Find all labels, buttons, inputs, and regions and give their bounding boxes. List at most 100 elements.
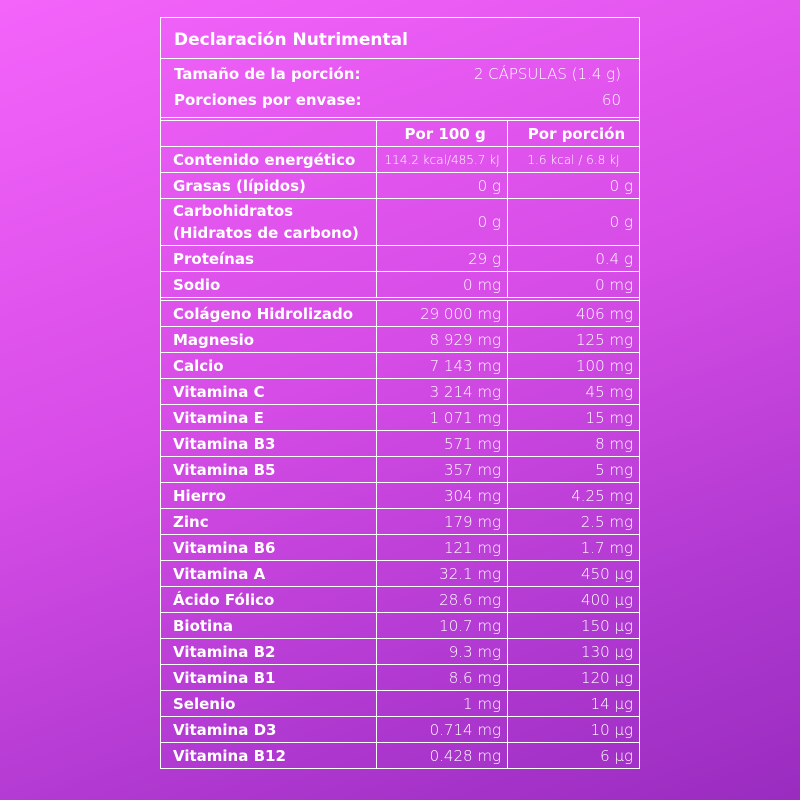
nutrient-row: Vitamina B12 0.428 mg 6 µg bbox=[161, 742, 639, 768]
nutrient-name: Contenido energético bbox=[161, 146, 378, 173]
nutrient-row: Vitamina B5 357 mg 5 mg bbox=[161, 456, 639, 483]
header-cell bbox=[161, 121, 378, 147]
nutrient-value: 120 µg bbox=[506, 664, 639, 691]
nutrient-name: Carbohidratos (Hidratos de carbono) bbox=[161, 198, 378, 246]
nutrient-value: 29 000 mg bbox=[376, 297, 508, 327]
nutrient-name: Vitamina B3 bbox=[161, 430, 378, 457]
nutrient-value: 0.428 mg bbox=[376, 742, 508, 768]
nutrient-value: 7 143 mg bbox=[376, 352, 508, 379]
nutrient-value: 1.7 mg bbox=[506, 534, 639, 561]
nutrient-row: Proteínas 29 g 0.4 g bbox=[161, 245, 639, 272]
nutrient-value: 1.6 kcal / 6.8 kJ bbox=[506, 146, 639, 173]
servings-value: 60 bbox=[601, 91, 621, 109]
nutrient-name: Vitamina E bbox=[161, 404, 378, 431]
nutrient-name: Selenio bbox=[161, 690, 378, 717]
nutrient-value: 0 mg bbox=[506, 271, 639, 300]
nutrient-name: Calcio bbox=[161, 352, 378, 379]
nutrient-row: Vitamina B3 571 mg 8 mg bbox=[161, 430, 639, 457]
nutrient-value: 32.1 mg bbox=[376, 560, 508, 587]
nutrient-value: 10.7 mg bbox=[376, 612, 508, 639]
nutrient-value: 304 mg bbox=[376, 482, 508, 509]
nutrient-value: 0 g bbox=[506, 172, 639, 199]
nutrient-value: 8 929 mg bbox=[376, 326, 508, 353]
column-header: Por 100 g bbox=[376, 121, 508, 147]
nutrient-name: Grasas (lípidos) bbox=[161, 172, 378, 199]
serving-label: Tamaño de la porción: bbox=[174, 65, 361, 83]
serving-row: Tamaño de la porción: 2 CÁPSULAS (1.4 g) bbox=[161, 61, 639, 87]
nutrient-name: Vitamina C bbox=[161, 378, 378, 405]
nutrient-row: Zinc 179 mg 2.5 mg bbox=[161, 508, 639, 535]
nutrient-name: Colágeno Hidrolizado bbox=[161, 297, 378, 327]
nutrient-value: 150 µg bbox=[506, 612, 639, 639]
nutrient-value: 1 071 mg bbox=[376, 404, 508, 431]
nutrient-value: 114.2 kcal/485.7 kJ bbox=[376, 146, 508, 173]
nutrient-row: Vitamina B1 8.6 mg 120 µg bbox=[161, 664, 639, 691]
nutrient-row: Sodio 0 mg 0 mg bbox=[161, 271, 639, 300]
nutrient-row: Vitamina B2 9.3 mg 130 µg bbox=[161, 638, 639, 665]
nutrient-value: 45 mg bbox=[506, 378, 639, 405]
nutrient-value: 125 mg bbox=[506, 326, 639, 353]
nutrient-value: 121 mg bbox=[376, 534, 508, 561]
nutrient-name: Vitamina B12 bbox=[161, 742, 378, 768]
nutrient-value: 3 214 mg bbox=[376, 378, 508, 405]
nutrient-value: 14 µg bbox=[506, 690, 639, 717]
nutrient-value: 0 g bbox=[376, 172, 508, 199]
nutrient-value: 9.3 mg bbox=[376, 638, 508, 665]
serving-value: 2 CÁPSULAS (1.4 g) bbox=[473, 65, 621, 83]
header-row: Por 100 g Por porción bbox=[161, 121, 639, 147]
nutrient-name: Vitamina A bbox=[161, 560, 378, 587]
nutrient-value: 4.25 mg bbox=[506, 482, 639, 509]
nutrient-value: 8 mg bbox=[506, 430, 639, 457]
nutrient-name: Zinc bbox=[161, 508, 378, 535]
nutrient-value: 450 µg bbox=[506, 560, 639, 587]
nutrient-row: Vitamina B6 121 mg 1.7 mg bbox=[161, 534, 639, 561]
nutrient-value: 6 µg bbox=[506, 742, 639, 768]
panel-title: Declaración Nutrimental bbox=[161, 18, 639, 59]
nutrient-value: 1 mg bbox=[376, 690, 508, 717]
nutrient-name: Proteínas bbox=[161, 245, 378, 272]
servings-label: Porciones por envase: bbox=[174, 91, 362, 109]
nutrition-panel: Declaración Nutrimental Tamaño de la por… bbox=[160, 17, 640, 769]
nutrient-name: Hierro bbox=[161, 482, 378, 509]
nutrient-name: Vitamina B1 bbox=[161, 664, 378, 691]
nutrient-row: Biotina 10.7 mg 150 µg bbox=[161, 612, 639, 639]
nutrient-value: 15 mg bbox=[506, 404, 639, 431]
nutrient-row: Vitamina D3 0.714 mg 10 µg bbox=[161, 716, 639, 743]
nutrient-value: 0 g bbox=[376, 198, 508, 246]
nutrient-value: 571 mg bbox=[376, 430, 508, 457]
nutrient-row: Selenio 1 mg 14 µg bbox=[161, 690, 639, 717]
nutrient-row: Hierro 304 mg 4.25 mg bbox=[161, 482, 639, 509]
nutrient-row: Vitamina A 32.1 mg 450 µg bbox=[161, 560, 639, 587]
nutrient-name: Ácido Fólico bbox=[161, 586, 378, 613]
nutrient-value: 100 mg bbox=[506, 352, 639, 379]
nutrient-value: 28.6 mg bbox=[376, 586, 508, 613]
nutrient-name: Vitamina B2 bbox=[161, 638, 378, 665]
nutrient-row: Magnesio 8 929 mg 125 mg bbox=[161, 326, 639, 353]
nutrient-value: 8.6 mg bbox=[376, 664, 508, 691]
nutrient-name: Vitamina B5 bbox=[161, 456, 378, 483]
nutrient-value: 0.4 g bbox=[506, 245, 639, 272]
nutrient-name: Sodio bbox=[161, 271, 378, 300]
nutrient-value: 400 µg bbox=[506, 586, 639, 613]
nutrient-value: 357 mg bbox=[376, 456, 508, 483]
nutrient-name: Vitamina D3 bbox=[161, 716, 378, 743]
nutrient-value: 0 g bbox=[506, 198, 639, 246]
nutrient-row: Colágeno Hidrolizado 29 000 mg 406 mg bbox=[161, 297, 639, 327]
servings-row: Porciones por envase: 60 bbox=[161, 87, 639, 121]
nutrient-value: 130 µg bbox=[506, 638, 639, 665]
nutrient-row: Ácido Fólico 28.6 mg 400 µg bbox=[161, 586, 639, 613]
nutrient-value: 0 mg bbox=[376, 271, 508, 300]
nutrient-value: 0.714 mg bbox=[376, 716, 508, 743]
nutrient-value: 406 mg bbox=[506, 297, 639, 327]
nutrient-value: 179 mg bbox=[376, 508, 508, 535]
nutrient-value: 2.5 mg bbox=[506, 508, 639, 535]
nutrient-name: Biotina bbox=[161, 612, 378, 639]
nutrition-table: Por 100 g Por porción Contenido energético… bbox=[161, 121, 639, 768]
column-header: Por porción bbox=[506, 121, 639, 147]
nutrient-row: Contenido energético 114.2 kcal/485.7 kJ 1… bbox=[161, 146, 639, 173]
